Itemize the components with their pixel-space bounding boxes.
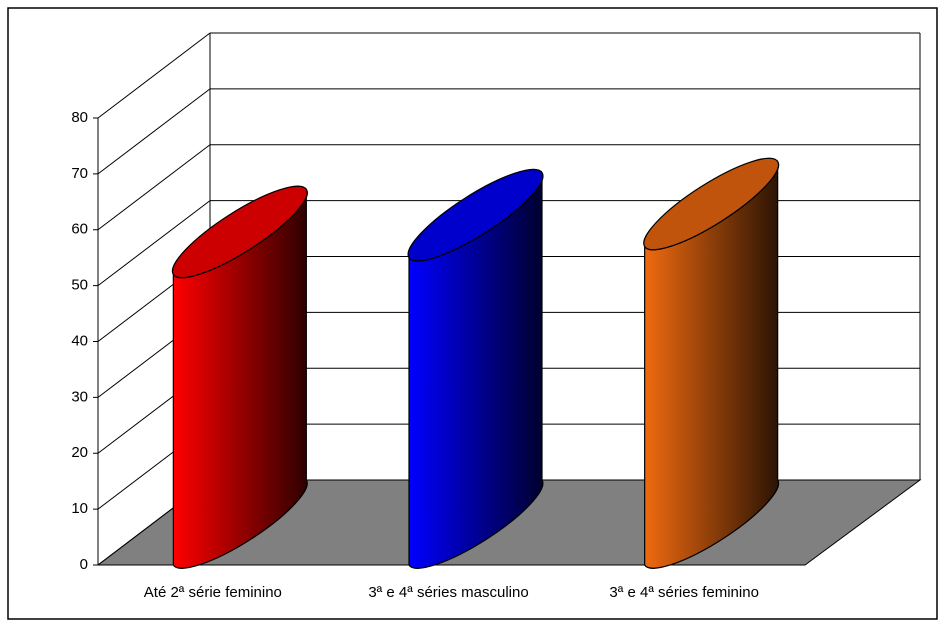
x-tick-label: Até 2ª série feminino [144,584,282,601]
cylinder-top-shade [643,158,779,250]
cylinder-top-shade [172,186,308,278]
y-tick-label: 40 [71,332,88,349]
y-tick-label: 30 [71,388,88,405]
grid-line [97,32,211,119]
y-tick-label: 0 [80,556,88,573]
cylinder-top [407,168,544,262]
y-tick-label: 10 [71,500,88,517]
grid-line [97,144,211,231]
x-tick-label: 3ª e 4ª séries feminino [609,584,759,601]
y-tick-label: 60 [71,221,88,238]
y-tick-label: 50 [71,277,88,294]
y-tick-label: 20 [71,444,88,461]
grid-line [97,88,211,175]
cylinder-top [171,185,308,279]
y-tick-label: 70 [71,165,88,182]
cylinder-top-shade [408,169,543,261]
y-tick-label: 80 [71,109,88,126]
x-tick-label: 3ª e 4ª séries masculino [368,584,528,601]
cylinder-top [643,157,780,251]
grid-line [97,200,211,287]
